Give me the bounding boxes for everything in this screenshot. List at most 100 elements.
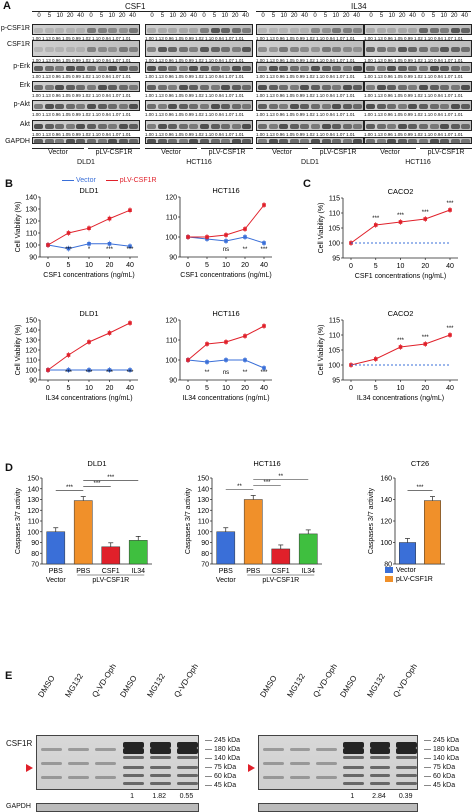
blot-strip xyxy=(32,137,140,144)
band xyxy=(118,103,128,109)
y-tick-label: 90 xyxy=(29,378,37,385)
band xyxy=(321,84,331,90)
y-tick-label: 100 xyxy=(328,363,340,370)
y-tick-label: 110 xyxy=(26,358,37,365)
x-axis-label: IL34 concentrations (ng/mL) xyxy=(357,395,444,402)
band xyxy=(44,84,54,90)
y-tick-label: 120 xyxy=(197,508,209,515)
band xyxy=(332,27,342,33)
band xyxy=(129,103,139,109)
lane-group-label: pLV-CSF1R xyxy=(88,148,140,156)
significance-mark: *** xyxy=(416,485,424,491)
quant-values: 1.00 1.13 0.96 1.05 0.99 1.02 1.10 0.94 … xyxy=(256,112,355,117)
marker-label: — 180 kDa xyxy=(205,746,241,753)
band xyxy=(176,756,198,759)
y-tick-label: 100 xyxy=(380,540,392,547)
time-label: 40 xyxy=(461,13,468,19)
band xyxy=(419,139,428,144)
data-point xyxy=(398,220,403,224)
band xyxy=(55,123,65,129)
band xyxy=(369,748,391,754)
band xyxy=(210,103,220,109)
band xyxy=(289,46,299,52)
band xyxy=(332,65,342,71)
band xyxy=(65,65,75,71)
quant-values: 1.00 1.13 0.96 1.05 0.99 1.02 1.10 0.94 … xyxy=(145,58,244,63)
band xyxy=(176,742,198,748)
data-point xyxy=(66,368,71,372)
band xyxy=(263,748,284,751)
y-tick-label: 120 xyxy=(165,195,177,202)
legend-plv-swatch xyxy=(105,179,118,181)
band xyxy=(258,139,267,144)
band xyxy=(419,123,428,129)
y-tick-label: 70 xyxy=(31,562,39,569)
significance-mark: *** xyxy=(65,370,73,376)
band xyxy=(189,123,199,129)
band xyxy=(76,139,86,144)
bar xyxy=(46,531,66,565)
band xyxy=(65,103,75,109)
band xyxy=(242,84,252,90)
data-point xyxy=(46,243,50,247)
band xyxy=(429,123,439,129)
marker-label: — 140 kDa xyxy=(205,755,241,762)
quant-values: 1.00 1.13 0.96 1.05 0.99 1.02 1.10 0.94 … xyxy=(32,36,131,41)
band xyxy=(242,65,252,71)
band xyxy=(289,139,299,144)
significance-mark: ** xyxy=(278,474,283,480)
band xyxy=(396,774,417,777)
blot-strip xyxy=(145,40,253,57)
band xyxy=(41,776,63,779)
y-tick-label: 95 xyxy=(332,378,340,385)
band xyxy=(419,46,428,52)
band xyxy=(87,123,96,129)
x-tick-label: 10 xyxy=(85,262,93,269)
band xyxy=(332,103,342,109)
data-point xyxy=(107,331,112,335)
lane-group-label: pLV-CSF1R xyxy=(201,148,253,156)
quant-values: 1.00 1.13 0.96 1.05 0.99 1.02 1.10 0.94 … xyxy=(32,112,131,117)
time-label: 20 xyxy=(290,13,298,19)
band xyxy=(279,27,289,33)
data-point xyxy=(107,216,112,221)
category-label: CSF1 xyxy=(102,568,120,575)
band xyxy=(311,84,320,90)
csf1-group-line xyxy=(32,11,247,12)
band xyxy=(376,46,386,52)
band xyxy=(210,84,220,90)
significance-mark: *** xyxy=(126,247,134,253)
y-tick-label: 115 xyxy=(329,318,340,325)
significance-mark: *** xyxy=(263,480,271,486)
x-tick-label: 10 xyxy=(397,263,405,270)
time-label: 0 xyxy=(202,13,206,19)
y-tick-label: 90 xyxy=(201,540,209,547)
band xyxy=(268,139,278,144)
significance-mark: ** xyxy=(237,484,242,490)
band xyxy=(258,84,267,90)
band xyxy=(289,65,299,71)
band xyxy=(396,756,417,759)
significance-mark: ns xyxy=(223,247,229,253)
band xyxy=(108,139,118,144)
panel-c-letter: C xyxy=(303,178,311,190)
y-tick-label: 115 xyxy=(329,196,340,203)
x-tick-label: 0 xyxy=(46,262,50,269)
band xyxy=(122,782,144,785)
band xyxy=(76,65,86,71)
band xyxy=(87,84,96,90)
band xyxy=(168,103,178,109)
y-tick-label: 150 xyxy=(27,476,39,483)
series-line xyxy=(47,322,131,371)
band xyxy=(44,65,54,71)
blot-strip xyxy=(256,24,364,35)
quant-values: 1.00 1.13 0.96 1.05 0.99 1.02 1.10 0.94 … xyxy=(145,132,244,137)
band xyxy=(231,46,241,52)
band xyxy=(342,139,352,144)
band xyxy=(450,65,460,71)
band xyxy=(268,46,278,52)
band xyxy=(450,46,460,52)
bar xyxy=(73,500,93,565)
data-point xyxy=(243,235,247,239)
data-point xyxy=(423,342,428,346)
